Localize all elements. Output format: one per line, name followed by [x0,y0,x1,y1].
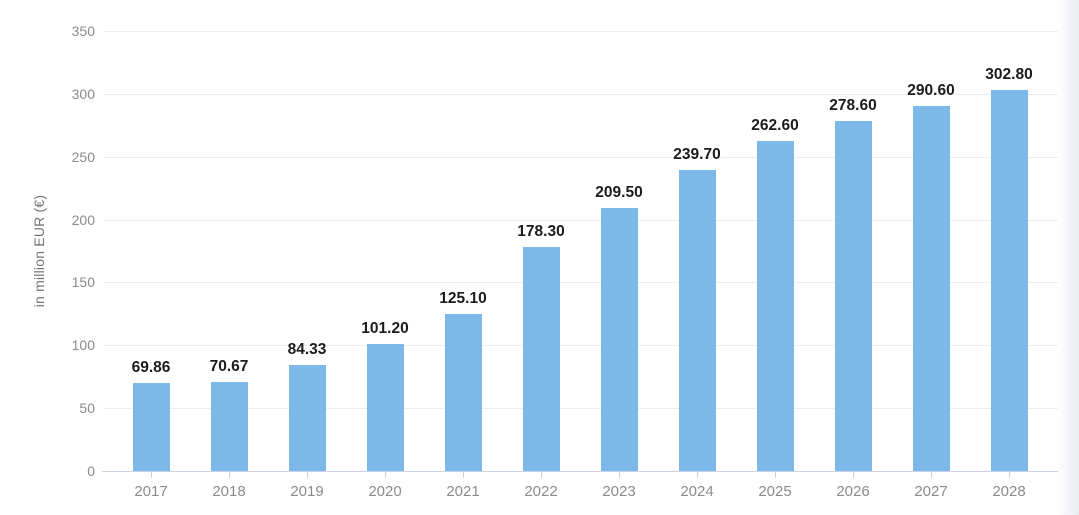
x-tick-label: 2023 [602,483,636,500]
x-tick-mark [385,472,386,478]
x-tick-mark [151,472,152,478]
bar-2018[interactable] [210,382,248,471]
x-tick-mark [853,472,854,478]
x-tick-mark [463,472,464,478]
bar-value-label: 209.50 [595,184,643,201]
x-tick-label: 2028 [992,483,1026,500]
x-tick-label: 2021 [446,483,480,500]
bar-2021[interactable] [444,314,482,471]
bar-value-label: 125.10 [439,290,487,307]
x-tick-label: 2019 [290,483,324,500]
x-tick-label: 2026 [836,483,870,500]
y-tick-label: 350 [71,23,95,39]
bar-2019[interactable] [288,365,326,471]
gridline [103,31,1058,32]
bar-2017[interactable] [132,383,170,471]
x-tick-mark [619,472,620,478]
bar-value-label: 290.60 [907,82,955,99]
gridline [103,345,1058,347]
right-scroll-fade [1057,0,1079,515]
bar-2020[interactable] [366,344,404,471]
x-tick-mark [229,472,230,478]
x-tick-label: 2020 [368,483,402,500]
x-tick-label: 2024 [680,483,714,500]
bar-2022[interactable] [522,247,560,471]
x-tick-label: 2018 [212,483,246,500]
y-tick-label: 200 [71,211,95,228]
bar-value-label: 178.30 [517,223,565,240]
bar-value-label: 302.80 [985,66,1033,83]
bar-value-label: 101.20 [361,320,409,337]
y-tick-label: 50 [79,400,95,417]
bar-2024[interactable] [678,170,716,471]
bar-value-label: 278.60 [829,97,877,114]
y-tick-label: 150 [71,274,95,291]
bar-value-label: 69.86 [131,359,171,376]
bar-2023[interactable] [600,208,638,471]
x-tick-mark [931,472,932,478]
y-tick-label: 100 [71,337,95,354]
bar-2027[interactable] [912,106,950,471]
y-tick-label: 0 [87,463,95,479]
bar-2028[interactable] [990,90,1028,471]
x-tick-label: 2017 [134,483,168,500]
bar-value-label: 70.67 [209,358,249,375]
x-tick-mark [1009,472,1010,478]
bar-value-label: 239.70 [673,146,721,163]
x-tick-label: 2022 [524,483,558,500]
bar-2025[interactable] [756,141,794,471]
y-tick-label: 300 [71,85,95,102]
gridline [103,219,1058,221]
x-tick-mark [541,472,542,478]
gridline [103,93,1058,95]
bar-value-label: 262.60 [751,117,799,134]
x-axis-line [102,471,1058,472]
x-tick-label: 2025 [758,483,792,500]
x-tick-label: 2027 [914,483,948,500]
gridline [103,408,1058,410]
y-tick-label: 250 [71,148,95,165]
gridline [103,156,1058,158]
x-tick-mark [775,472,776,478]
x-tick-mark [697,472,698,478]
bar-2026[interactable] [834,121,872,471]
bar-value-label: 84.33 [287,341,327,358]
gridline [103,282,1058,284]
x-tick-mark [307,472,308,478]
